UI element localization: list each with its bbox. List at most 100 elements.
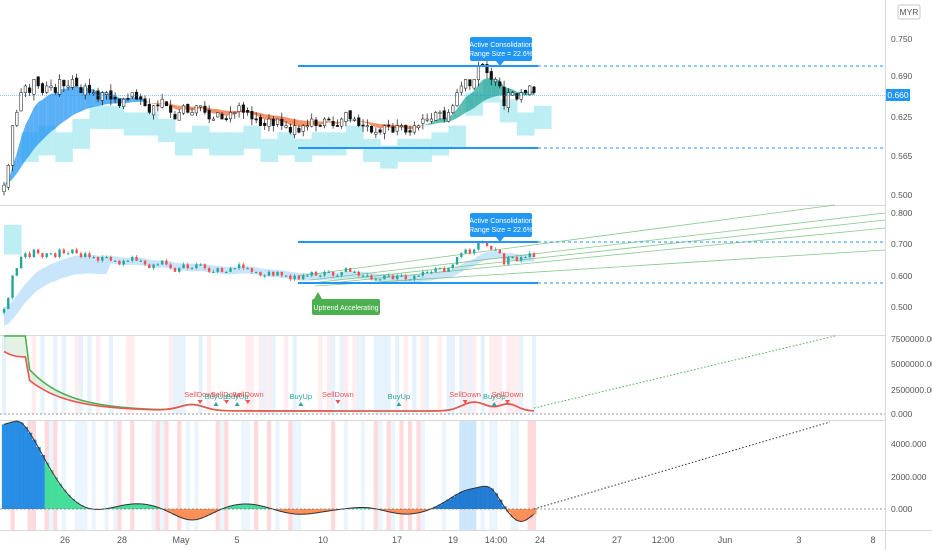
ema-segment bbox=[170, 103, 175, 110]
candle-body bbox=[49, 85, 53, 88]
ema-segment bbox=[149, 102, 154, 104]
trend-candle-body bbox=[45, 253, 48, 257]
price-panel[interactable]: Active Consolidation (Range Size = 22.6%… bbox=[0, 34, 913, 255]
price-ytick: 0.625 bbox=[891, 112, 913, 122]
mom-bar bbox=[437, 504, 443, 509]
mom-bar bbox=[330, 509, 336, 511]
ema-segment bbox=[264, 114, 269, 120]
candle-body bbox=[515, 93, 519, 100]
mom-bar bbox=[412, 509, 417, 514]
vol-bg-band bbox=[450, 336, 455, 414]
ema-segment bbox=[145, 99, 150, 104]
trend-candle-body bbox=[178, 268, 181, 272]
mom-bg-band bbox=[386, 421, 391, 530]
trend-panel[interactable]: Active Consolidation (Range Size = 22.6%… bbox=[2, 204, 913, 326]
candle-body bbox=[147, 104, 151, 113]
trend-candle-body bbox=[58, 249, 61, 257]
currency-badge[interactable]: MYR bbox=[897, 4, 921, 20]
candle-body bbox=[181, 105, 186, 114]
vol-bg-band bbox=[330, 336, 336, 414]
mom-bg-band bbox=[151, 421, 156, 530]
selldown-signal: SellDown bbox=[232, 390, 264, 399]
vol-bg-band bbox=[198, 336, 203, 414]
trend-candle-body bbox=[2, 309, 6, 313]
mom-bar bbox=[134, 503, 140, 509]
mom-bg-band bbox=[296, 421, 302, 530]
momentum-y-axis: 4000.000 2000.000 0.000 bbox=[891, 439, 927, 514]
candle-body bbox=[143, 98, 147, 107]
ema-segment bbox=[431, 120, 436, 125]
candle-body bbox=[160, 98, 164, 108]
mom-bar bbox=[480, 486, 486, 509]
trend-candle-body bbox=[400, 275, 403, 277]
mom-ytick: 4000.000 bbox=[891, 439, 927, 449]
momentum-bg-bands bbox=[10, 421, 537, 530]
momentum-panel[interactable]: 4000.000 2000.000 0.000 bbox=[0, 420, 927, 530]
mom-bar bbox=[326, 509, 332, 511]
ribbon-step bbox=[328, 132, 347, 156]
trend-candle-body bbox=[24, 253, 27, 257]
trend-candle-body bbox=[105, 257, 108, 259]
candle-body bbox=[344, 112, 348, 122]
candle-body bbox=[382, 125, 386, 134]
ema-segment bbox=[16, 137, 22, 174]
trend-candle-body bbox=[88, 253, 91, 257]
candle-body bbox=[275, 118, 280, 125]
candle-body bbox=[92, 92, 96, 95]
mom-bar bbox=[476, 487, 481, 509]
mom-bg-band bbox=[292, 421, 297, 530]
vol-bg-band bbox=[373, 336, 378, 414]
ema-segment bbox=[452, 108, 458, 121]
ribbon-step bbox=[89, 105, 108, 129]
trend-candle-body bbox=[289, 275, 292, 280]
trend-candle-body bbox=[71, 249, 74, 254]
trend-candle-body bbox=[242, 264, 245, 269]
trend-candle-body bbox=[413, 275, 416, 280]
vol-bg-band bbox=[172, 336, 178, 414]
vol-bg-band bbox=[74, 336, 79, 414]
selldown-signal: SellDown bbox=[322, 390, 354, 399]
x-tick-label: Jun bbox=[718, 535, 733, 545]
candle-body bbox=[233, 112, 237, 114]
mom-bar bbox=[420, 509, 426, 512]
trend-candle-body bbox=[199, 264, 202, 266]
vol-bg-band bbox=[497, 336, 502, 414]
vol-bg-band bbox=[130, 336, 135, 414]
trend-candle-body bbox=[370, 275, 373, 280]
ribbon-step bbox=[209, 132, 227, 156]
uptrend-label[interactable]: Uptrend Accelerating bbox=[312, 292, 380, 315]
candle-body bbox=[173, 114, 177, 120]
mom-bar bbox=[382, 509, 387, 511]
ema-segment bbox=[256, 112, 261, 118]
ribbon-step bbox=[174, 132, 193, 156]
mom-bar bbox=[78, 505, 84, 509]
mom-bar bbox=[305, 509, 311, 514]
uptrend-label-text: Uptrend Accelerating bbox=[314, 305, 379, 312]
last-price-badge: 0.660 bbox=[886, 89, 910, 101]
vol-bg-band bbox=[181, 336, 186, 414]
vol-bg-band bbox=[292, 336, 297, 414]
trend-candle-body bbox=[417, 275, 420, 277]
candle-body bbox=[459, 85, 463, 93]
ema-segment bbox=[491, 78, 496, 98]
mom-bar bbox=[232, 505, 238, 509]
x-tick-label: 5 bbox=[234, 535, 239, 545]
consolidation-annotation[interactable]: Active Consolidation (Range Size = 22.6%… bbox=[467, 37, 536, 66]
annotation-subtitle: (Range Size = 22.6%) bbox=[467, 51, 536, 58]
trend-candle-body bbox=[229, 268, 232, 272]
mom-bar bbox=[61, 489, 67, 509]
candle-body bbox=[186, 104, 190, 113]
ema-segment bbox=[439, 118, 445, 123]
candle-body bbox=[194, 105, 198, 114]
trend-y-axis: 0.800 0.700 0.600 0.500 bbox=[891, 208, 913, 312]
candle-body bbox=[130, 92, 134, 98]
trend-candle-body bbox=[336, 275, 339, 277]
ema-segment bbox=[371, 122, 376, 128]
mom-bar bbox=[356, 507, 362, 509]
mom-bg-band bbox=[472, 421, 477, 530]
trend-consolidation-annotation[interactable]: Active Consolidation (Range Size = 22.6%… bbox=[467, 213, 536, 242]
ribbon-step bbox=[294, 138, 313, 163]
mom-bg-band bbox=[61, 421, 66, 530]
